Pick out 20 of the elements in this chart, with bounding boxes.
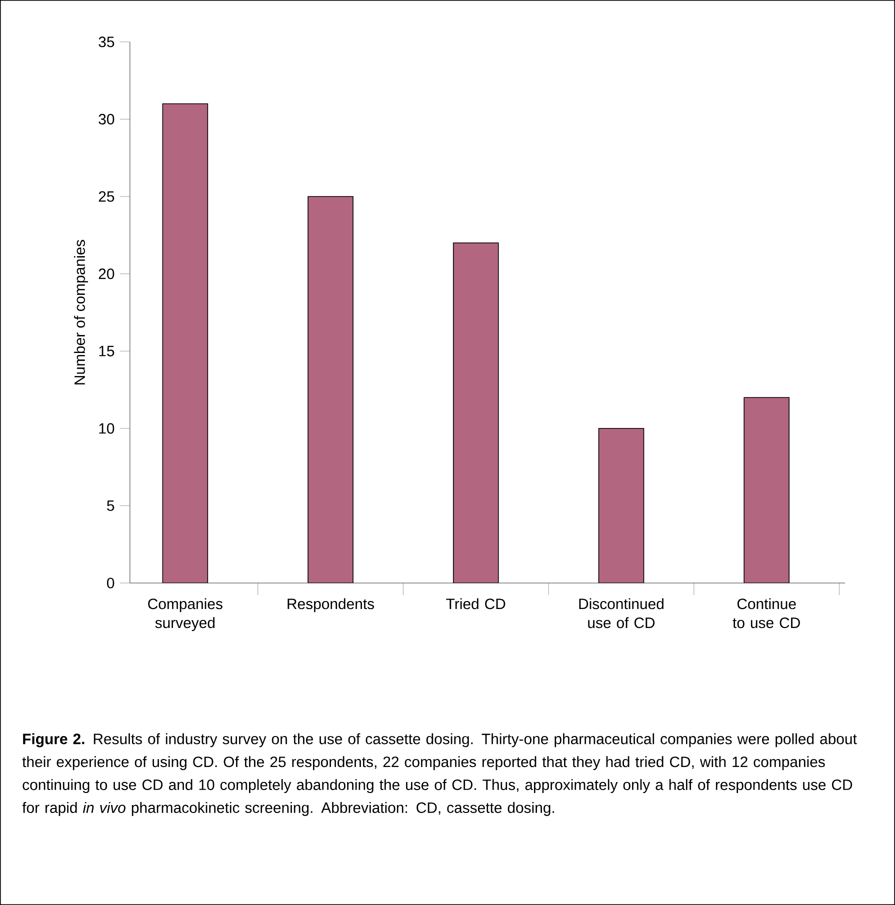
bar — [452, 242, 499, 584]
x-tick-label: Discontinued use of CD — [579, 598, 664, 628]
y-tick-label: 15 — [99, 346, 114, 356]
y-tick-label: 35 — [98, 36, 114, 48]
y-tick-label: 30 — [98, 114, 114, 124]
y-tick-label: 0 — [107, 578, 114, 588]
bar — [308, 196, 354, 584]
bar — [744, 397, 790, 584]
y-tick-label: 10 — [99, 423, 114, 434]
x-tick-label: Continue to use CD — [732, 598, 800, 628]
x-tick-label: Respondents — [288, 598, 374, 612]
x-tick-label: Companies surveyed — [148, 598, 222, 632]
y-tick-label: 25 — [98, 191, 114, 202]
x-tick-label: Tried CD — [446, 598, 506, 610]
text: Figure 2. Results of industry survey on the use of cassette dosing. Thirty-one pharmaceutical companies were polled about their experience of using CD. Of the 25 respondents, 22 companies reported that they had tried CD, with 12 companies continuing to use CD and 10 completely abandoning the use of CD. Thus, approximately only a half of respondents use CD for rapid in vivo pharmacokinetic screening. Abbreviation: CD, cassette dosing. — [22, 733, 857, 816]
y-tick-label: 20 — [98, 268, 114, 280]
bar — [598, 428, 644, 584]
y-tick-label: 5 — [107, 500, 114, 511]
bar — [162, 103, 208, 584]
y-axis-title: Number of companies — [74, 240, 88, 384]
